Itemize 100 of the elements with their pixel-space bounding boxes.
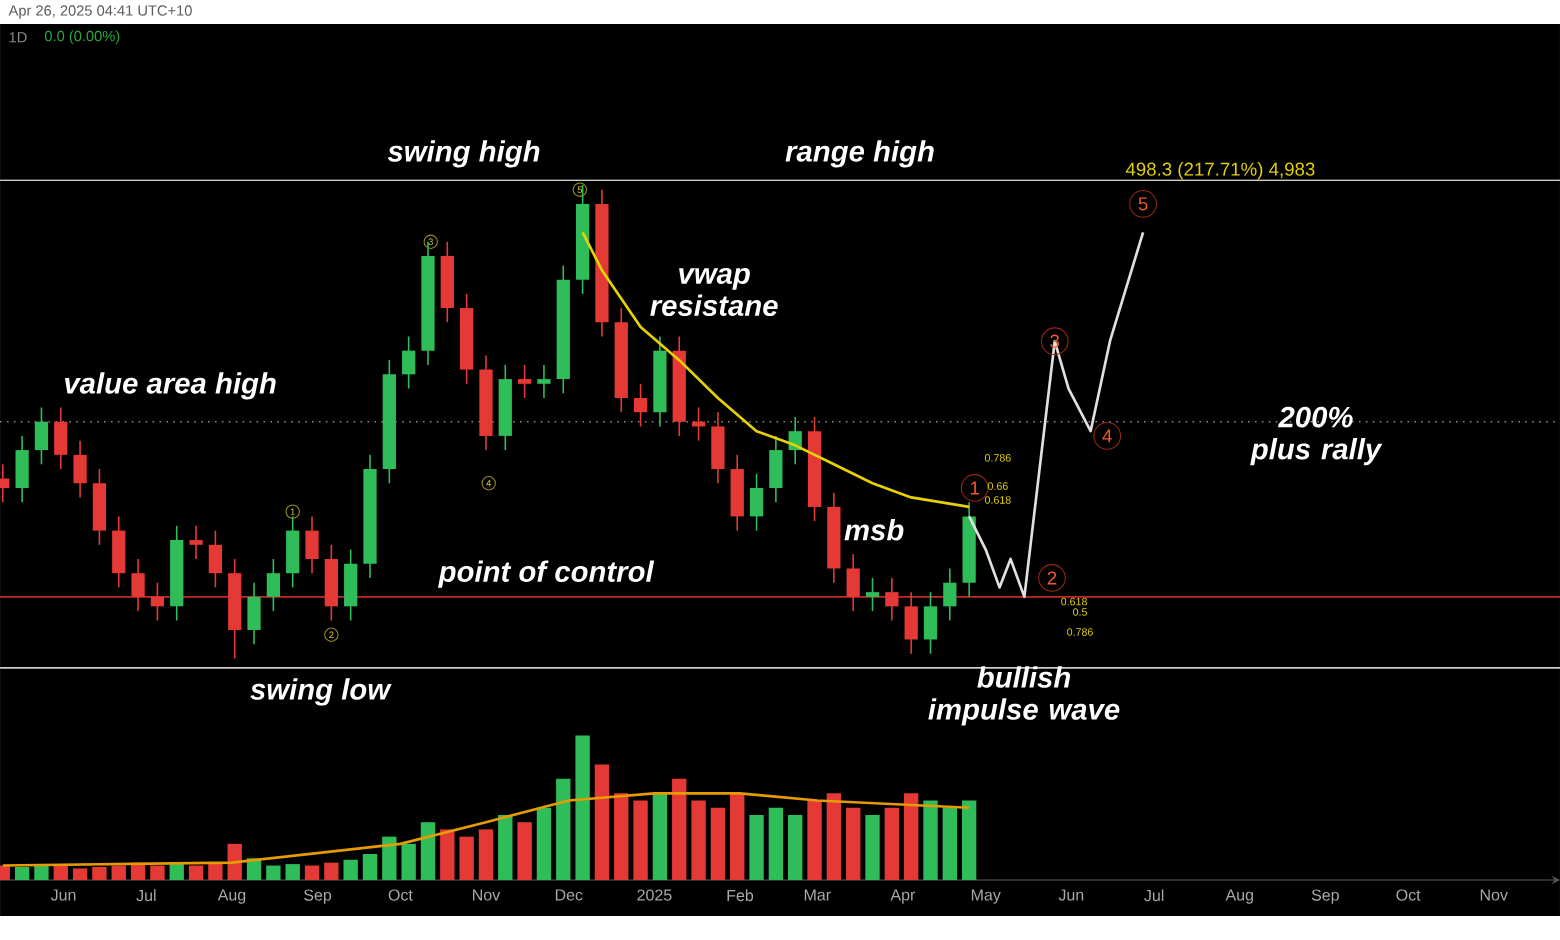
annotation: 498.3 (217.71%) 4,983 — [1125, 162, 1315, 180]
x-tick-label: Aug — [217, 889, 246, 904]
bar — [420, 822, 436, 880]
bar — [594, 764, 610, 880]
bar — [749, 814, 764, 880]
bar — [266, 865, 281, 880]
bar — [923, 800, 938, 880]
candlestick — [150, 581, 165, 622]
text: range high — [785, 140, 934, 168]
bar — [362, 853, 378, 880]
candlestick — [189, 525, 203, 560]
bar — [652, 793, 668, 880]
bar — [517, 822, 532, 880]
candlestick — [73, 439, 87, 499]
bar — [169, 864, 184, 880]
candlestick — [537, 364, 551, 399]
candlestick — [15, 435, 29, 503]
candlestick — [92, 468, 107, 546]
bar — [478, 829, 494, 880]
candlestick — [208, 529, 223, 589]
bar — [208, 862, 223, 880]
x-tick-label: Jul — [1144, 889, 1164, 902]
annotation: vwap resistane — [650, 267, 778, 317]
bar — [788, 814, 803, 880]
candlestick — [943, 567, 957, 622]
text: swing high — [387, 140, 540, 168]
candlestick — [885, 577, 899, 622]
candlestick — [54, 406, 68, 470]
annotation: point of control — [438, 560, 655, 588]
candlestick — [344, 548, 358, 622]
x-tick-label: May — [971, 889, 1001, 904]
bar — [92, 866, 107, 880]
text: swing low — [250, 678, 392, 706]
bar — [903, 793, 919, 880]
annotation: 2 — [1047, 571, 1057, 585]
bar — [343, 859, 358, 880]
x-tick-label: Aug — [1225, 889, 1253, 904]
candlestick — [749, 472, 764, 532]
annotation: 4 — [1102, 429, 1112, 443]
bar — [961, 800, 977, 880]
bar — [691, 800, 706, 880]
candlestick — [131, 558, 145, 612]
annotation: msb — [844, 519, 904, 541]
bar — [672, 778, 687, 880]
x-tick-label: Dec — [555, 889, 583, 901]
bar — [846, 807, 861, 880]
bar — [150, 865, 165, 880]
bar — [324, 862, 339, 880]
candlestick — [923, 591, 938, 655]
bar — [14, 866, 30, 880]
x-tick-label: 2025 — [637, 889, 672, 901]
candlestick — [324, 543, 338, 622]
annotation: 5 — [1138, 197, 1148, 211]
annotation: 200% plus rally — [1250, 406, 1383, 466]
bar — [401, 843, 416, 880]
bar — [304, 865, 320, 880]
bar — [498, 814, 513, 880]
x-tick-label: Mar — [804, 889, 831, 901]
bar — [285, 864, 300, 880]
candlestick — [904, 591, 918, 655]
candlestick — [769, 435, 783, 503]
bar — [459, 836, 474, 880]
x-tick-label: Oct — [388, 889, 413, 901]
x-tick-label: Sep — [304, 889, 332, 904]
bar — [111, 865, 126, 880]
bar — [575, 735, 590, 880]
x-tick-label: Feb — [727, 889, 754, 902]
candlestick — [730, 454, 744, 532]
candlestick — [34, 406, 49, 466]
x-tick-label: Jul — [136, 889, 156, 902]
bar — [614, 793, 629, 880]
annotation: 1 — [970, 481, 979, 495]
bar — [556, 778, 571, 880]
bar — [188, 865, 204, 880]
bar — [53, 865, 68, 880]
text: bullish impulse wave — [928, 666, 1120, 726]
bar — [826, 793, 842, 880]
bar — [768, 807, 784, 880]
candlestick — [247, 581, 261, 646]
bar — [884, 807, 900, 880]
x-tick-label: Jun — [1058, 889, 1084, 901]
bar — [730, 793, 745, 880]
x-tick-label: Nov — [473, 889, 501, 901]
candlestick — [865, 577, 880, 612]
x-tick-label: Jun — [50, 889, 76, 901]
bar — [633, 800, 648, 880]
bar — [865, 814, 880, 880]
bar — [710, 807, 726, 880]
bar — [72, 868, 88, 880]
candlestick — [846, 553, 860, 612]
x-tick-label: Apr — [890, 889, 916, 904]
candlestick — [518, 364, 532, 399]
bar — [440, 829, 455, 880]
bar — [536, 807, 552, 880]
candlestick — [112, 515, 126, 589]
candlestick — [633, 383, 648, 428]
bar — [942, 807, 957, 880]
candlestick — [266, 558, 280, 612]
candlestick — [402, 335, 416, 390]
bar — [382, 836, 397, 880]
